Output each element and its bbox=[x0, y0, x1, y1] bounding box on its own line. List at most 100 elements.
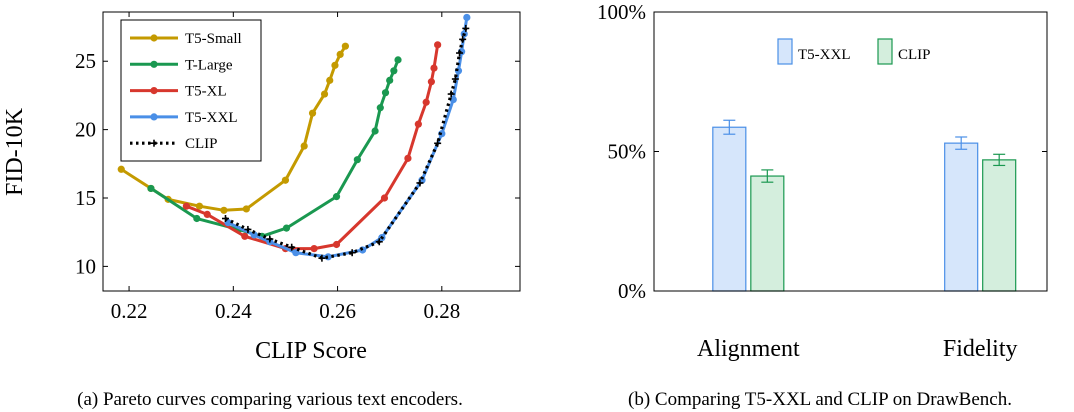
series-point-t5-xl bbox=[414, 120, 422, 128]
series-point-t5-xxl bbox=[224, 219, 232, 227]
series-point-clip bbox=[375, 238, 383, 246]
legend-label-clip: CLIP bbox=[898, 47, 931, 63]
series-point-t5-small bbox=[242, 205, 250, 213]
series-point-t-large bbox=[353, 156, 361, 164]
pareto-xlabel: CLIP Score bbox=[255, 338, 367, 364]
series-point-t-large bbox=[390, 67, 398, 75]
series-point-t5-small bbox=[331, 61, 339, 69]
legend-marker-t-large bbox=[150, 60, 158, 68]
series-point-t5-small bbox=[300, 142, 308, 150]
series-point-t5-xl bbox=[404, 154, 412, 162]
drawbench-category-label-alignment: Alignment bbox=[697, 336, 800, 362]
series-point-clip bbox=[318, 254, 326, 262]
pareto-legend: T5-Small T-Large T5-XL T5-XXL CLIP bbox=[120, 19, 262, 162]
series-point-t5-xl bbox=[241, 232, 249, 240]
series-point-t5-small bbox=[220, 206, 228, 214]
series-point-t5-xl bbox=[430, 64, 438, 72]
legend-label-t-large: T-Large bbox=[185, 57, 233, 73]
drawbench-bars-group bbox=[712, 119, 1017, 292]
series-point-t5-small bbox=[336, 50, 344, 58]
drawbench-ticks: 0% 50% 100% Alignment Fidelity bbox=[597, 0, 1047, 362]
series-point-t5-xxl bbox=[449, 95, 457, 104]
legend-marker-t5-small bbox=[150, 34, 158, 42]
series-point-t5-xl bbox=[332, 240, 341, 249]
series-point-clip bbox=[288, 243, 296, 251]
legend-marker-t5-xl bbox=[150, 87, 158, 95]
series-point-t-large bbox=[381, 89, 390, 97]
series-point-t5-small bbox=[341, 42, 349, 50]
series-point-t5-xxl bbox=[463, 13, 471, 22]
series-point-t5-small bbox=[281, 176, 290, 184]
series-point-clip bbox=[244, 225, 252, 233]
pareto-xtick-label: 0.22 bbox=[111, 299, 148, 323]
drawbench-ytick-label: 100% bbox=[597, 0, 646, 24]
errorbar-t5-xxl-alignment bbox=[723, 119, 736, 135]
drawbench-ytick-label: 50% bbox=[608, 140, 647, 164]
pareto-caption: (a) Pareto curves comparing various text… bbox=[77, 389, 463, 410]
series-point-t5-small bbox=[117, 165, 125, 173]
series-point-t5-small bbox=[320, 90, 329, 98]
pareto-ytick-label: 15 bbox=[75, 186, 96, 210]
legend-marker-clip bbox=[150, 139, 158, 147]
series-point-clip bbox=[451, 75, 459, 83]
series-point-t-large bbox=[147, 184, 155, 193]
series-point-t5-xl bbox=[380, 194, 389, 202]
legend-label-t5-xxl: T5-XXL bbox=[798, 47, 851, 63]
pareto-series-group bbox=[117, 13, 471, 262]
pareto-ytick-label: 20 bbox=[75, 118, 96, 142]
drawbench-caption: (b) Comparing T5-XXL and CLIP on DrawBen… bbox=[628, 389, 1012, 410]
series-point-t-large bbox=[371, 127, 379, 135]
bar-t5-xxl-alignment bbox=[712, 126, 747, 292]
pareto-plot-frame bbox=[102, 11, 521, 292]
series-point-t5-xl bbox=[203, 210, 211, 219]
legend-swatch-t5-xxl bbox=[777, 38, 793, 65]
legend-label-clip: CLIP bbox=[185, 136, 218, 152]
series-point-clip bbox=[416, 179, 424, 187]
pareto-xtick-label: 0.28 bbox=[423, 299, 460, 323]
series-point-clip bbox=[221, 215, 229, 223]
series-point-clip bbox=[266, 235, 274, 243]
series-point-t-large bbox=[376, 104, 384, 112]
series-line-clip bbox=[224, 27, 468, 260]
pareto-chart: 0.22 0.24 0.26 0.28 10 15 20 25 CLIP Score FID-… bbox=[2, 11, 521, 410]
series-point-t5-small bbox=[308, 109, 317, 117]
pareto-xtick-label: 0.26 bbox=[319, 299, 356, 323]
legend-swatch-clip bbox=[877, 38, 893, 65]
series-point-t5-xl bbox=[434, 41, 442, 49]
drawbench-ytick-label: 0% bbox=[618, 279, 646, 303]
series-point-t5-xl bbox=[310, 245, 318, 253]
series-point-clip bbox=[348, 249, 356, 257]
pareto-xtick-label: 0.24 bbox=[215, 299, 252, 323]
series-point-t5-xl bbox=[422, 98, 430, 106]
legend-label-t5-small: T5-Small bbox=[185, 31, 242, 47]
errorbar-clip-alignment bbox=[761, 169, 774, 183]
series-point-clip bbox=[434, 139, 442, 147]
legend-marker-t5-xxl bbox=[150, 113, 158, 121]
drawbench-category-label-fidelity: Fidelity bbox=[943, 336, 1018, 362]
pareto-ylabel: FID-10K bbox=[2, 107, 28, 196]
pareto-ticks: 0.22 0.24 0.26 0.28 10 15 20 25 bbox=[75, 12, 520, 323]
series-point-t-large bbox=[386, 76, 394, 84]
series-point-clip bbox=[456, 49, 464, 57]
series-point-t5-xl bbox=[182, 202, 190, 210]
bar-clip-fidelity bbox=[982, 159, 1017, 292]
bar-t5-xxl-fidelity bbox=[944, 142, 979, 292]
legend-label-t5-xl: T5-XL bbox=[185, 84, 227, 100]
pareto-ytick-label: 10 bbox=[75, 254, 96, 278]
bar-clip-alignment bbox=[750, 175, 785, 292]
errorbar-clip-fidelity bbox=[993, 153, 1006, 167]
series-point-t-large bbox=[394, 56, 402, 64]
series-point-t-large bbox=[332, 193, 341, 201]
series-point-clip bbox=[447, 90, 455, 98]
series-point-clip bbox=[459, 35, 467, 43]
legend-label-t5-xxl: T5-XXL bbox=[185, 110, 238, 126]
series-point-t5-small bbox=[326, 76, 334, 84]
series-point-t-large bbox=[193, 214, 201, 223]
series-point-clip bbox=[462, 24, 470, 32]
drawbench-chart: 0% 50% 100% Alignment Fidelity T5-XXL CLIP (b… bbox=[597, 0, 1048, 410]
series-point-t-large bbox=[282, 224, 291, 232]
series-point-t5-xl bbox=[427, 78, 435, 86]
pareto-ytick-label: 25 bbox=[75, 49, 96, 73]
errorbar-t5-xxl-fidelity bbox=[955, 136, 968, 150]
series-line-t5-xxl bbox=[227, 17, 469, 259]
